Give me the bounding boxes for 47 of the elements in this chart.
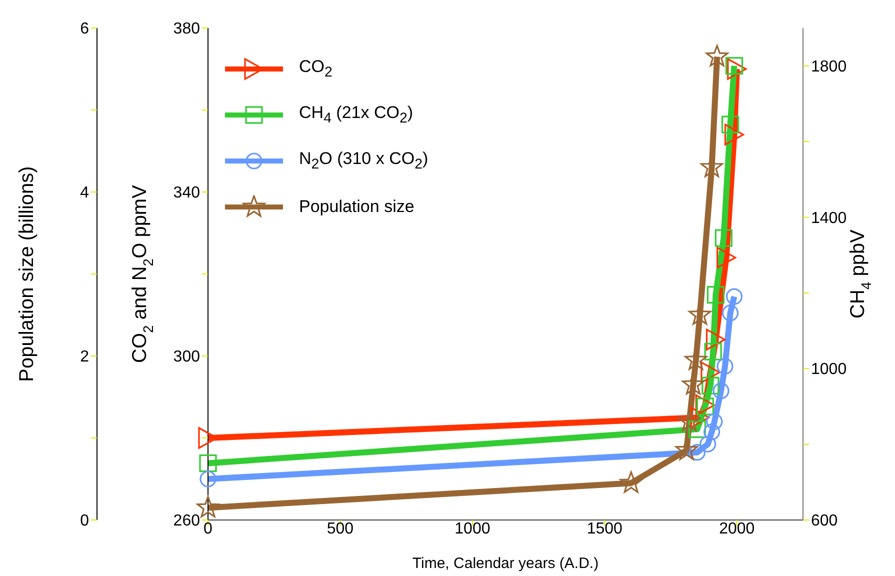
point <box>721 116 740 134</box>
point <box>727 58 747 80</box>
y2-tick-label: 1800 <box>811 58 847 76</box>
point <box>706 413 723 430</box>
point <box>706 286 725 304</box>
point <box>706 328 726 350</box>
point <box>688 444 706 461</box>
point <box>678 410 701 432</box>
x-tick-label: 500 <box>326 520 354 538</box>
point <box>200 470 216 488</box>
y2-tick-label: 1400 <box>811 210 847 227</box>
y3-tick-label: 4 <box>80 184 90 202</box>
x-tick-label: 1500 <box>586 520 623 538</box>
point <box>695 394 715 416</box>
y-tick-label: 260 <box>173 512 200 530</box>
point <box>700 362 720 384</box>
y-tick-label: 380 <box>173 20 200 38</box>
y3-tick-label: 6 <box>80 20 90 38</box>
point <box>700 436 716 452</box>
point <box>199 454 217 472</box>
y3-tick-label: 2 <box>80 348 90 366</box>
legend-label: Population size <box>299 197 414 217</box>
point <box>714 229 732 247</box>
y-tick-label: 340 <box>173 184 200 202</box>
point <box>712 382 730 400</box>
point <box>703 424 720 440</box>
legend-label: N$_{2}$O (310 x CO$_{2}$) <box>299 149 428 173</box>
y3-axis-title: Population size (billions) <box>16 166 38 382</box>
legend-label: CO$_{2}$ <box>299 57 332 81</box>
x-tick-label: 0 <box>204 520 213 538</box>
point <box>706 44 728 66</box>
point <box>704 342 722 360</box>
point <box>620 471 642 493</box>
point <box>722 304 739 322</box>
y2-tick-label: 600 <box>811 512 838 530</box>
point <box>726 288 743 305</box>
x-axis-title: Time, Calendar years (A.D.) <box>412 555 599 572</box>
x-tick-label: 2000 <box>719 520 755 538</box>
point <box>690 406 710 428</box>
point <box>716 246 736 268</box>
point <box>724 124 744 146</box>
legend-label: CH$_{4}$ (21x CO$_{2}$) <box>299 103 414 127</box>
x-tick-label: 1000 <box>454 520 490 538</box>
point <box>716 358 734 375</box>
point <box>702 376 720 394</box>
y2-tick-label: 1000 <box>811 361 847 378</box>
y-tick-label: 300 <box>173 348 200 366</box>
